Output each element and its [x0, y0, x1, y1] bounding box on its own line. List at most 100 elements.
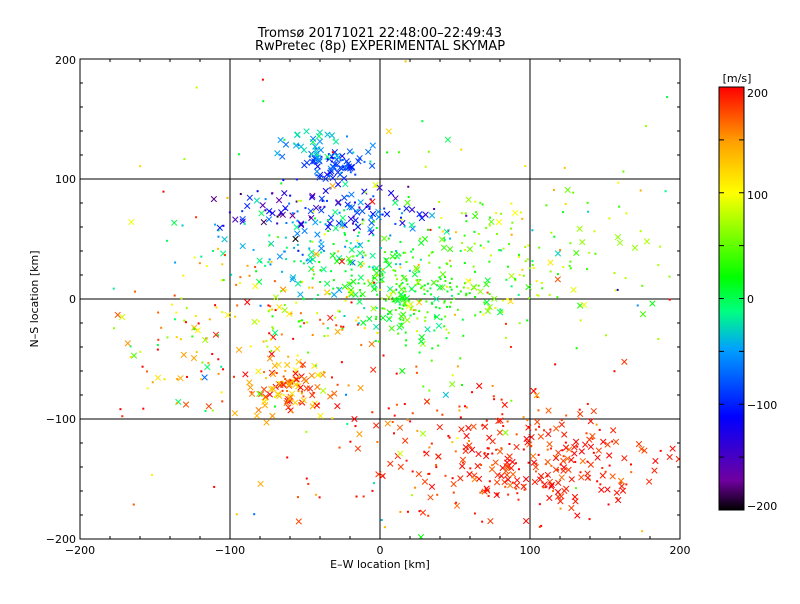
- data-point-dot: [305, 430, 308, 433]
- data-point-dot: [641, 284, 644, 287]
- data-point-x: [621, 455, 628, 462]
- data-point-x: [544, 471, 552, 479]
- data-point-x: [488, 466, 496, 473]
- data-point-dot: [445, 285, 448, 288]
- data-point-x: [297, 220, 305, 227]
- data-point-dot: [423, 451, 426, 454]
- data-point-dot: [410, 494, 413, 497]
- data-point-x: [669, 445, 676, 452]
- data-point-dot: [381, 272, 384, 275]
- data-point-dot: [197, 322, 200, 325]
- data-point-dot: [356, 239, 359, 242]
- data-point-x: [388, 325, 395, 332]
- data-point-x: [621, 358, 628, 365]
- data-point-x: [204, 363, 211, 371]
- data-point-dot: [410, 250, 413, 253]
- data-point-dot: [440, 318, 443, 321]
- data-point-dot: [387, 407, 390, 410]
- data-point-x: [398, 286, 405, 293]
- data-point-x: [351, 415, 358, 423]
- data-point-dot: [319, 206, 322, 209]
- data-point-dot: [285, 246, 288, 249]
- data-point-x: [520, 483, 527, 490]
- data-point-dot: [427, 282, 430, 285]
- data-point-dot: [443, 325, 446, 328]
- data-point-dot: [514, 277, 517, 280]
- data-point-dot: [191, 335, 194, 338]
- data-point-dot: [485, 226, 488, 229]
- data-point-dot: [200, 255, 203, 258]
- data-point-dot: [462, 461, 465, 464]
- data-point-dot: [528, 267, 531, 270]
- data-point-dot: [300, 390, 303, 393]
- data-point-dot: [367, 279, 370, 282]
- data-point-x: [346, 281, 353, 288]
- data-point-dot: [398, 303, 401, 306]
- data-point-dot: [380, 297, 383, 300]
- data-point-x: [333, 152, 341, 160]
- data-point-dot: [498, 249, 501, 252]
- data-point-x: [334, 402, 341, 410]
- data-point-dot: [299, 260, 302, 263]
- data-point-x: [315, 156, 322, 163]
- data-point-dot: [383, 207, 386, 210]
- data-point-dot: [397, 151, 400, 154]
- data-point-dot: [270, 260, 273, 263]
- data-point-dot: [334, 168, 337, 171]
- data-point-dot: [389, 316, 392, 319]
- data-point-dot: [343, 209, 346, 212]
- data-point-x: [536, 476, 544, 483]
- data-point-x: [396, 424, 404, 431]
- data-point-dot: [375, 227, 378, 230]
- data-point-dot: [481, 203, 484, 206]
- data-point-x: [286, 310, 293, 318]
- data-point-dot: [607, 503, 610, 506]
- data-point-dot: [343, 314, 346, 317]
- data-point-x: [675, 455, 680, 463]
- data-point-x: [545, 407, 552, 414]
- data-point-x: [404, 199, 411, 206]
- data-point-dot: [619, 481, 622, 484]
- data-point-dot: [524, 260, 527, 263]
- data-point-dot: [376, 440, 379, 443]
- data-point-x: [269, 210, 276, 217]
- data-point-x: [379, 314, 387, 322]
- data-point-dot: [510, 202, 513, 205]
- data-point-x: [275, 361, 282, 368]
- data-point-dot: [405, 279, 408, 282]
- data-point-dot: [382, 474, 385, 477]
- data-point-dot: [431, 347, 434, 350]
- data-point-x: [356, 249, 364, 257]
- data-point-x: [394, 297, 401, 304]
- data-point-dot: [488, 293, 491, 296]
- data-point-dot: [386, 151, 389, 154]
- data-point-dot: [624, 277, 627, 280]
- data-point-dot: [376, 274, 379, 277]
- data-point-dot: [451, 477, 454, 480]
- data-point-x: [221, 236, 228, 243]
- data-point-dot: [471, 391, 474, 394]
- data-point-dot: [618, 205, 621, 208]
- data-point-x: [399, 367, 406, 375]
- data-point-x: [313, 168, 321, 175]
- data-point-x: [298, 221, 305, 229]
- data-point-dot: [346, 422, 349, 425]
- data-point-x: [216, 224, 223, 231]
- data-point-dot: [430, 251, 433, 254]
- data-point-dot: [451, 441, 454, 444]
- data-point-dot: [395, 278, 398, 281]
- data-point-dot: [180, 297, 183, 300]
- data-point-dot: [475, 211, 478, 214]
- data-point-x: [563, 485, 570, 492]
- data-point-dot: [399, 266, 402, 269]
- data-point-dot: [377, 340, 380, 343]
- data-point-x: [465, 424, 472, 432]
- data-point-dot: [461, 318, 464, 321]
- data-point-dot: [332, 287, 335, 290]
- data-point-x: [253, 412, 261, 419]
- data-point-dot: [531, 229, 534, 232]
- data-point-dot: [234, 315, 237, 318]
- data-point-x: [294, 230, 301, 237]
- data-point-dot: [372, 268, 375, 271]
- data-point-dot: [301, 280, 304, 283]
